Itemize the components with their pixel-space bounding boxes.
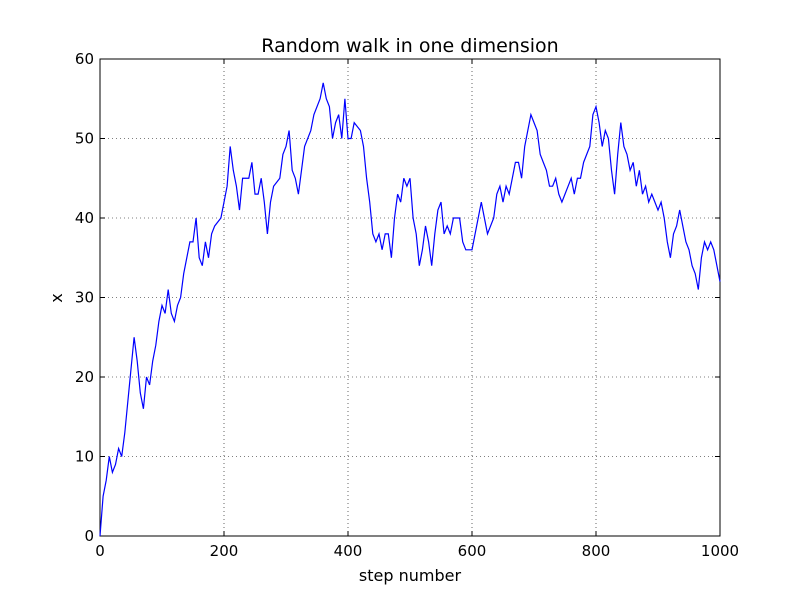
x-tick-label: 1000	[701, 542, 739, 560]
chart-title: Random walk in one dimension	[261, 35, 558, 57]
y-tick-label: 60	[75, 50, 94, 68]
x-tick-label: 600	[458, 542, 487, 560]
y-tick-label: 0	[84, 527, 94, 545]
x-axis-label: step number	[359, 566, 462, 585]
x-tick-label: 0	[95, 542, 105, 560]
y-axis-label: x	[47, 293, 66, 302]
plot-frame	[99, 58, 721, 537]
x-tick-label: 800	[582, 542, 611, 560]
x-tick-label: 400	[334, 542, 363, 560]
y-tick-label: 50	[75, 130, 94, 148]
y-tick-label: 20	[75, 368, 94, 386]
data-line	[99, 82, 721, 537]
y-tick-label: 40	[75, 209, 94, 227]
y-tick-label: 30	[75, 289, 94, 307]
x-tick-label: 200	[210, 542, 239, 560]
y-tick-label: 10	[75, 448, 94, 466]
